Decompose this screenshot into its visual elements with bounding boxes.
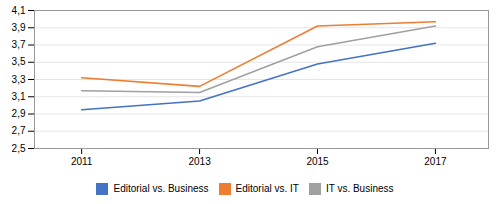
html-text:Editorial vs. Business: Editorial vs. Business bbox=[113, 183, 209, 194]
svg-text:3,7: 3,7 bbox=[12, 39, 26, 50]
html-text:Editorial vs. IT: Editorial vs. IT bbox=[235, 183, 299, 194]
svg-text:4,1: 4,1 bbox=[12, 5, 26, 16]
svg-text:3,9: 3,9 bbox=[12, 22, 26, 33]
svg-text:2013: 2013 bbox=[188, 156, 211, 167]
html-text:IT vs. Business: IT vs. Business bbox=[325, 183, 394, 194]
svg-text:2,7: 2,7 bbox=[12, 125, 26, 136]
svg-text:3,1: 3,1 bbox=[12, 91, 26, 102]
svg-text:2015: 2015 bbox=[306, 156, 329, 167]
svg-text:2011: 2011 bbox=[71, 156, 93, 167]
svg-text:2,9: 2,9 bbox=[12, 108, 26, 119]
svg-text:3,5: 3,5 bbox=[12, 56, 26, 67]
svg-text:2,5: 2,5 bbox=[12, 143, 26, 154]
svg-text:2017: 2017 bbox=[424, 156, 447, 167]
svg-text:3,3: 3,3 bbox=[12, 74, 26, 85]
